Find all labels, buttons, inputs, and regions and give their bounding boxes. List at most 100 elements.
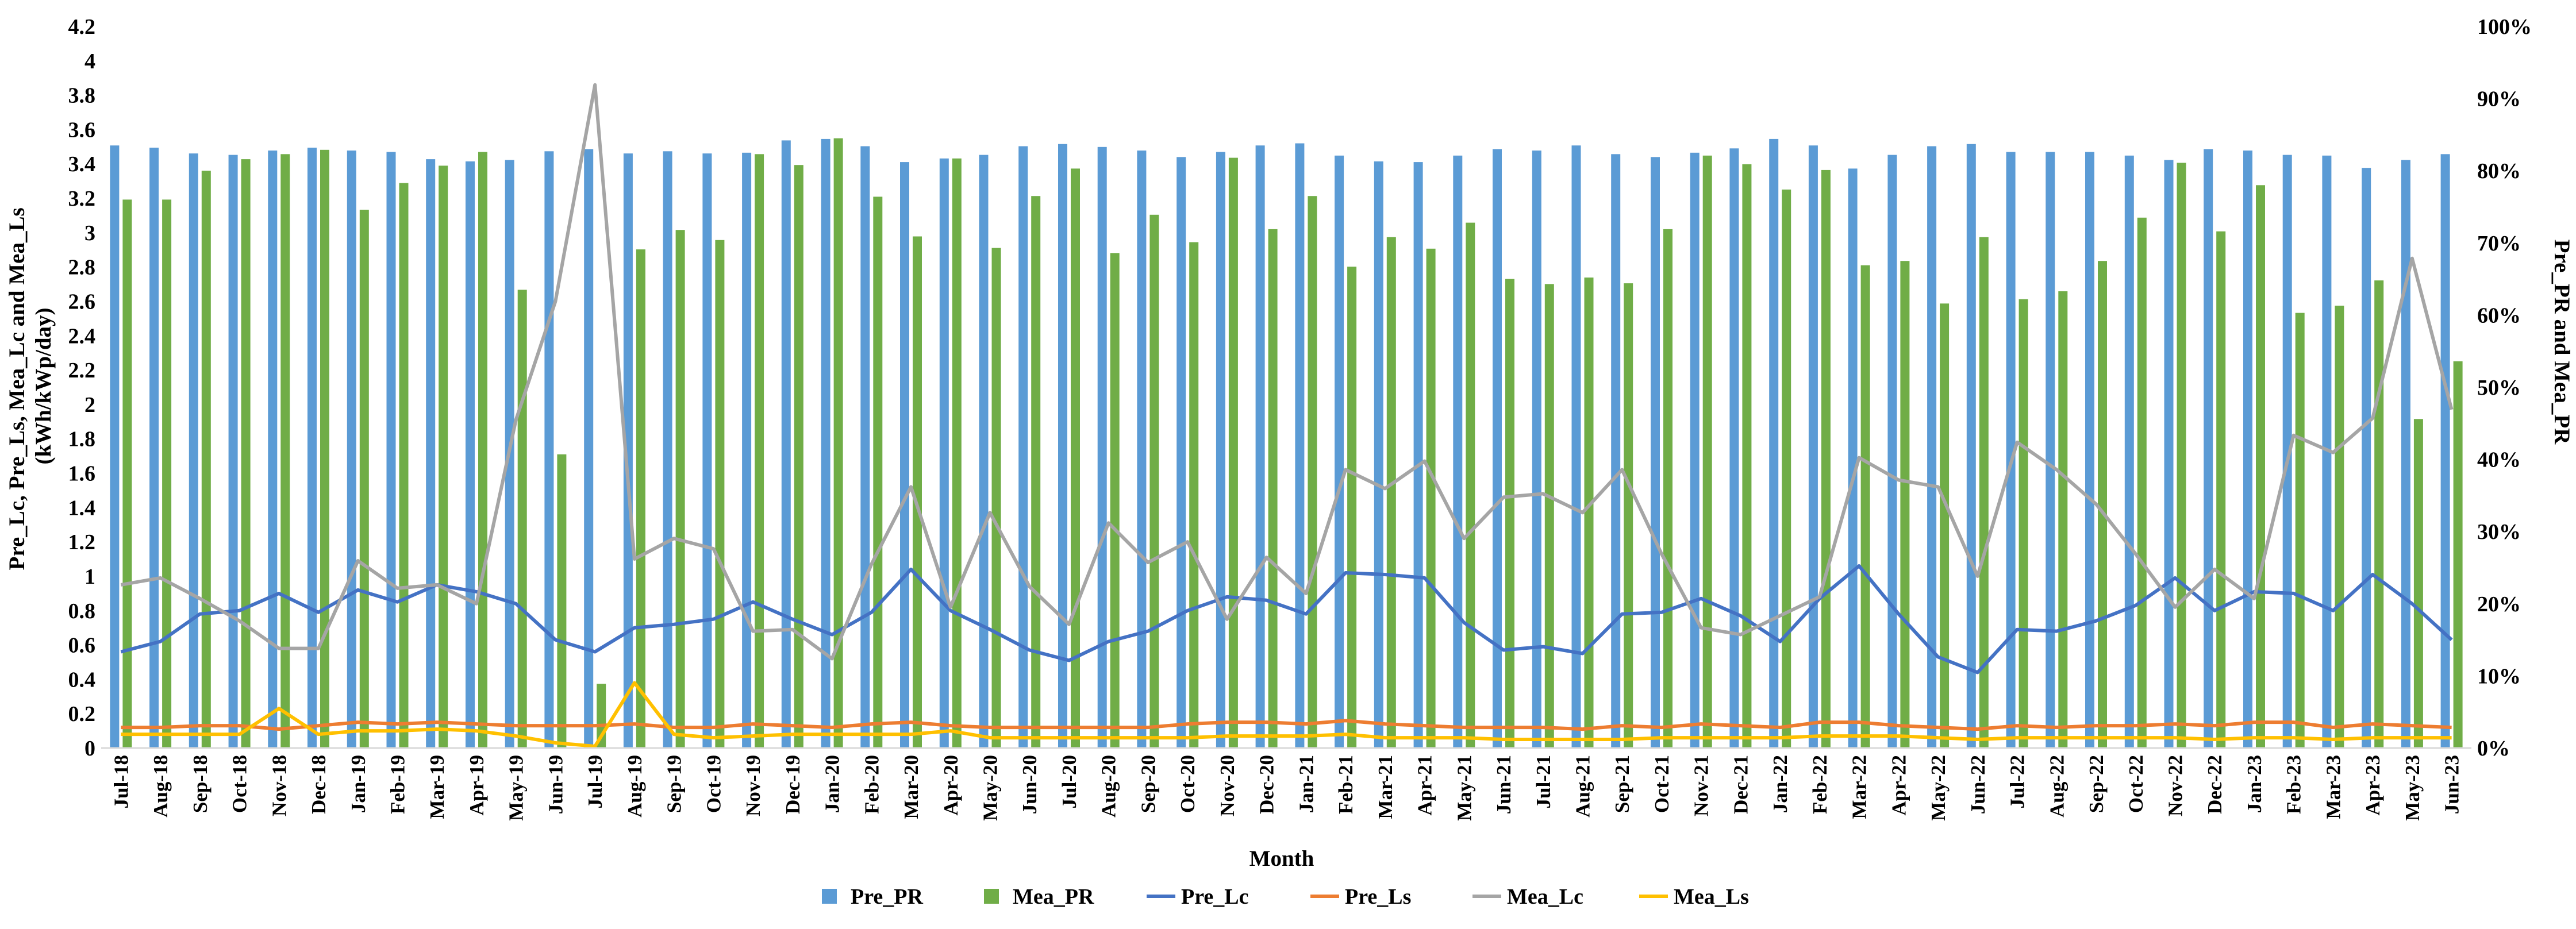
- right-y-tick-label: 20%: [2477, 592, 2521, 616]
- bar-mea-pr-nov-20: [1228, 157, 1238, 749]
- x-tick-label-nov-22: Nov-22: [2164, 755, 2187, 816]
- bar-pre-pr-dec-20: [1255, 145, 1265, 749]
- bar-pre-pr-jan-20: [821, 138, 831, 748]
- bar-pre-pr-nov-21: [1690, 152, 1700, 748]
- bar-mea-pr-sep-20: [1149, 214, 1159, 748]
- bar-pre-pr-nov-22: [2164, 160, 2174, 748]
- bar-mea-pr-aug-21: [1584, 277, 1594, 749]
- x-tick-label-sep-18: Sep-18: [189, 755, 212, 813]
- bar-pre-pr-oct-21: [1651, 157, 1660, 748]
- x-tick-label-mar-21: Mar-21: [1374, 755, 1397, 819]
- bar-pre-pr-mar-19: [426, 159, 436, 749]
- x-tick-label-may-21: May-21: [1453, 755, 1475, 821]
- x-tick-label-jul-20: Jul-20: [1058, 755, 1081, 808]
- line-mea-lc: [120, 83, 2454, 661]
- x-tick-label-nov-20: Nov-20: [1216, 755, 1239, 816]
- bar-pre-pr-apr-22: [1887, 155, 1897, 749]
- x-tick-label-feb-20: Feb-20: [860, 755, 883, 814]
- bar-pre-pr-mar-20: [900, 162, 909, 749]
- x-tick-label-aug-20: Aug-20: [1098, 755, 1120, 818]
- x-tick-label-apr-21: Apr-21: [1414, 755, 1436, 816]
- bar-mea-pr-apr-20: [952, 158, 962, 748]
- bar-mea-pr-nov-22: [2177, 163, 2186, 748]
- left-y-tick-label: 1: [84, 565, 95, 589]
- x-tick-label-feb-21: Feb-21: [1335, 755, 1357, 814]
- bar-pre-pr-nov-20: [1216, 152, 1225, 748]
- legend-label-mea-ls: Mea_Ls: [1674, 885, 1749, 909]
- x-tick-label-dec-22: Dec-22: [2204, 755, 2226, 814]
- x-tick-label-dec-21: Dec-21: [1729, 755, 1752, 814]
- x-tick-label-jun-23: Jun-23: [2441, 755, 2463, 814]
- x-tick-label-jun-22: Jun-22: [1967, 755, 1989, 814]
- left-y-tick-label: 4.2: [68, 15, 96, 39]
- left-y-tick-label: 2.6: [68, 290, 96, 314]
- bar-pre-pr-apr-19: [466, 161, 475, 748]
- bar-mea-pr-mar-23: [2335, 306, 2344, 748]
- right-y-axis: 0% 10% 20% 30% 40% 50% 60% 70% 80% 90% 100%: [2477, 15, 2532, 761]
- bar-pre-pr-sep-22: [2085, 152, 2094, 748]
- bar-mea-pr-jan-21: [1308, 196, 1317, 748]
- bar-pre-pr-dec-19: [781, 140, 791, 748]
- bar-pre-pr-jul-22: [2006, 152, 2016, 748]
- bar-mea-pr-aug-18: [162, 199, 172, 748]
- bar-pre-pr-mar-23: [2322, 155, 2332, 748]
- bar-mea-pr-aug-19: [636, 249, 645, 749]
- bar-pre-pr-jun-23: [2440, 154, 2450, 748]
- bar-mea-pr-sep-21: [1624, 283, 1633, 749]
- x-tick-label-sep-19: Sep-19: [663, 755, 686, 813]
- bar-pre-pr-may-21: [1453, 155, 1463, 748]
- bar-pre-pr-jul-19: [584, 149, 594, 748]
- x-tick-label-jan-19: Jan-19: [347, 755, 370, 813]
- x-tick-label-jul-19: Jul-19: [584, 755, 606, 808]
- bar-pre-pr-jan-23: [2243, 151, 2252, 748]
- bar-mea-pr-apr-21: [1426, 248, 1436, 748]
- bar-mea-pr-sep-22: [2098, 261, 2107, 748]
- x-tick-label-sep-20: Sep-20: [1137, 755, 1159, 813]
- bar-pre-pr-may-22: [1927, 146, 1937, 748]
- bar-pre-pr-aug-22: [2046, 152, 2055, 748]
- bar-mea-pr-jun-21: [1505, 279, 1514, 749]
- legend-label-pre-ls: Pre_Ls: [1345, 885, 1411, 909]
- x-axis-title: Month: [1249, 846, 1314, 871]
- left-y-tick-label: 1.8: [68, 427, 96, 452]
- x-tick-label-oct-19: Oct-19: [702, 755, 725, 813]
- right-y-tick-label: 50%: [2477, 376, 2521, 400]
- bar-pre-pr-feb-21: [1335, 155, 1344, 748]
- bar-mea-pr-oct-21: [1663, 229, 1673, 748]
- bar-pre-pr-jan-21: [1295, 143, 1305, 748]
- line-pre-ls: [121, 719, 2452, 731]
- bar-mea-pr-aug-20: [1110, 253, 1120, 748]
- x-tick-label-aug-22: Aug-22: [2046, 755, 2068, 818]
- legend: Pre_PR Mea_PR Pre_Lc Pre_Ls Mea_Lc Mea_Ls: [822, 885, 1749, 909]
- bar-mea-pr-sep-18: [201, 171, 211, 748]
- x-tick-label-nov-21: Nov-21: [1690, 755, 1713, 816]
- left-y-tick-label: 4: [84, 49, 95, 74]
- bar-mea-pr-jan-23: [2256, 185, 2265, 748]
- x-tick-label-oct-22: Oct-22: [2125, 755, 2147, 813]
- legend-label-mea-lc: Mea_Lc: [1507, 885, 1583, 909]
- right-y-tick-label: 60%: [2477, 303, 2521, 327]
- left-y-tick-label: 3.2: [68, 187, 96, 211]
- left-y-tick-label: 3.6: [68, 118, 96, 142]
- x-tick-label-feb-22: Feb-22: [1809, 755, 1831, 814]
- bar-pre-pr-oct-19: [702, 153, 712, 749]
- bar-pre-pr-oct-20: [1176, 157, 1186, 748]
- left-y-tick-label: 3: [84, 221, 95, 245]
- line-mea-ls: [121, 681, 2452, 748]
- bar-pre-pr-apr-20: [939, 158, 949, 748]
- bar-mea-pr-jun-22: [1979, 237, 1989, 748]
- x-tick-label-nov-19: Nov-19: [742, 755, 764, 816]
- x-tick-label-mar-20: Mar-20: [900, 755, 922, 819]
- x-tick-label-feb-19: Feb-19: [387, 755, 409, 814]
- bar-pre-pr-aug-19: [623, 153, 633, 749]
- x-tick-label-apr-22: Apr-22: [1887, 755, 1910, 816]
- x-tick-label-oct-18: Oct-18: [229, 755, 251, 813]
- left-y-tick-label: 2.8: [68, 256, 96, 280]
- bar-pre-pr-dec-18: [307, 148, 317, 748]
- left-y-tick-label: 1.2: [68, 530, 96, 554]
- x-tick-label-sep-22: Sep-22: [2085, 755, 2108, 813]
- line-layer: [120, 83, 2454, 748]
- left-y-tick-label: 3.8: [68, 84, 96, 108]
- bar-mea-pr-dec-18: [320, 149, 329, 748]
- left-y-tick-label: 0.4: [68, 668, 96, 692]
